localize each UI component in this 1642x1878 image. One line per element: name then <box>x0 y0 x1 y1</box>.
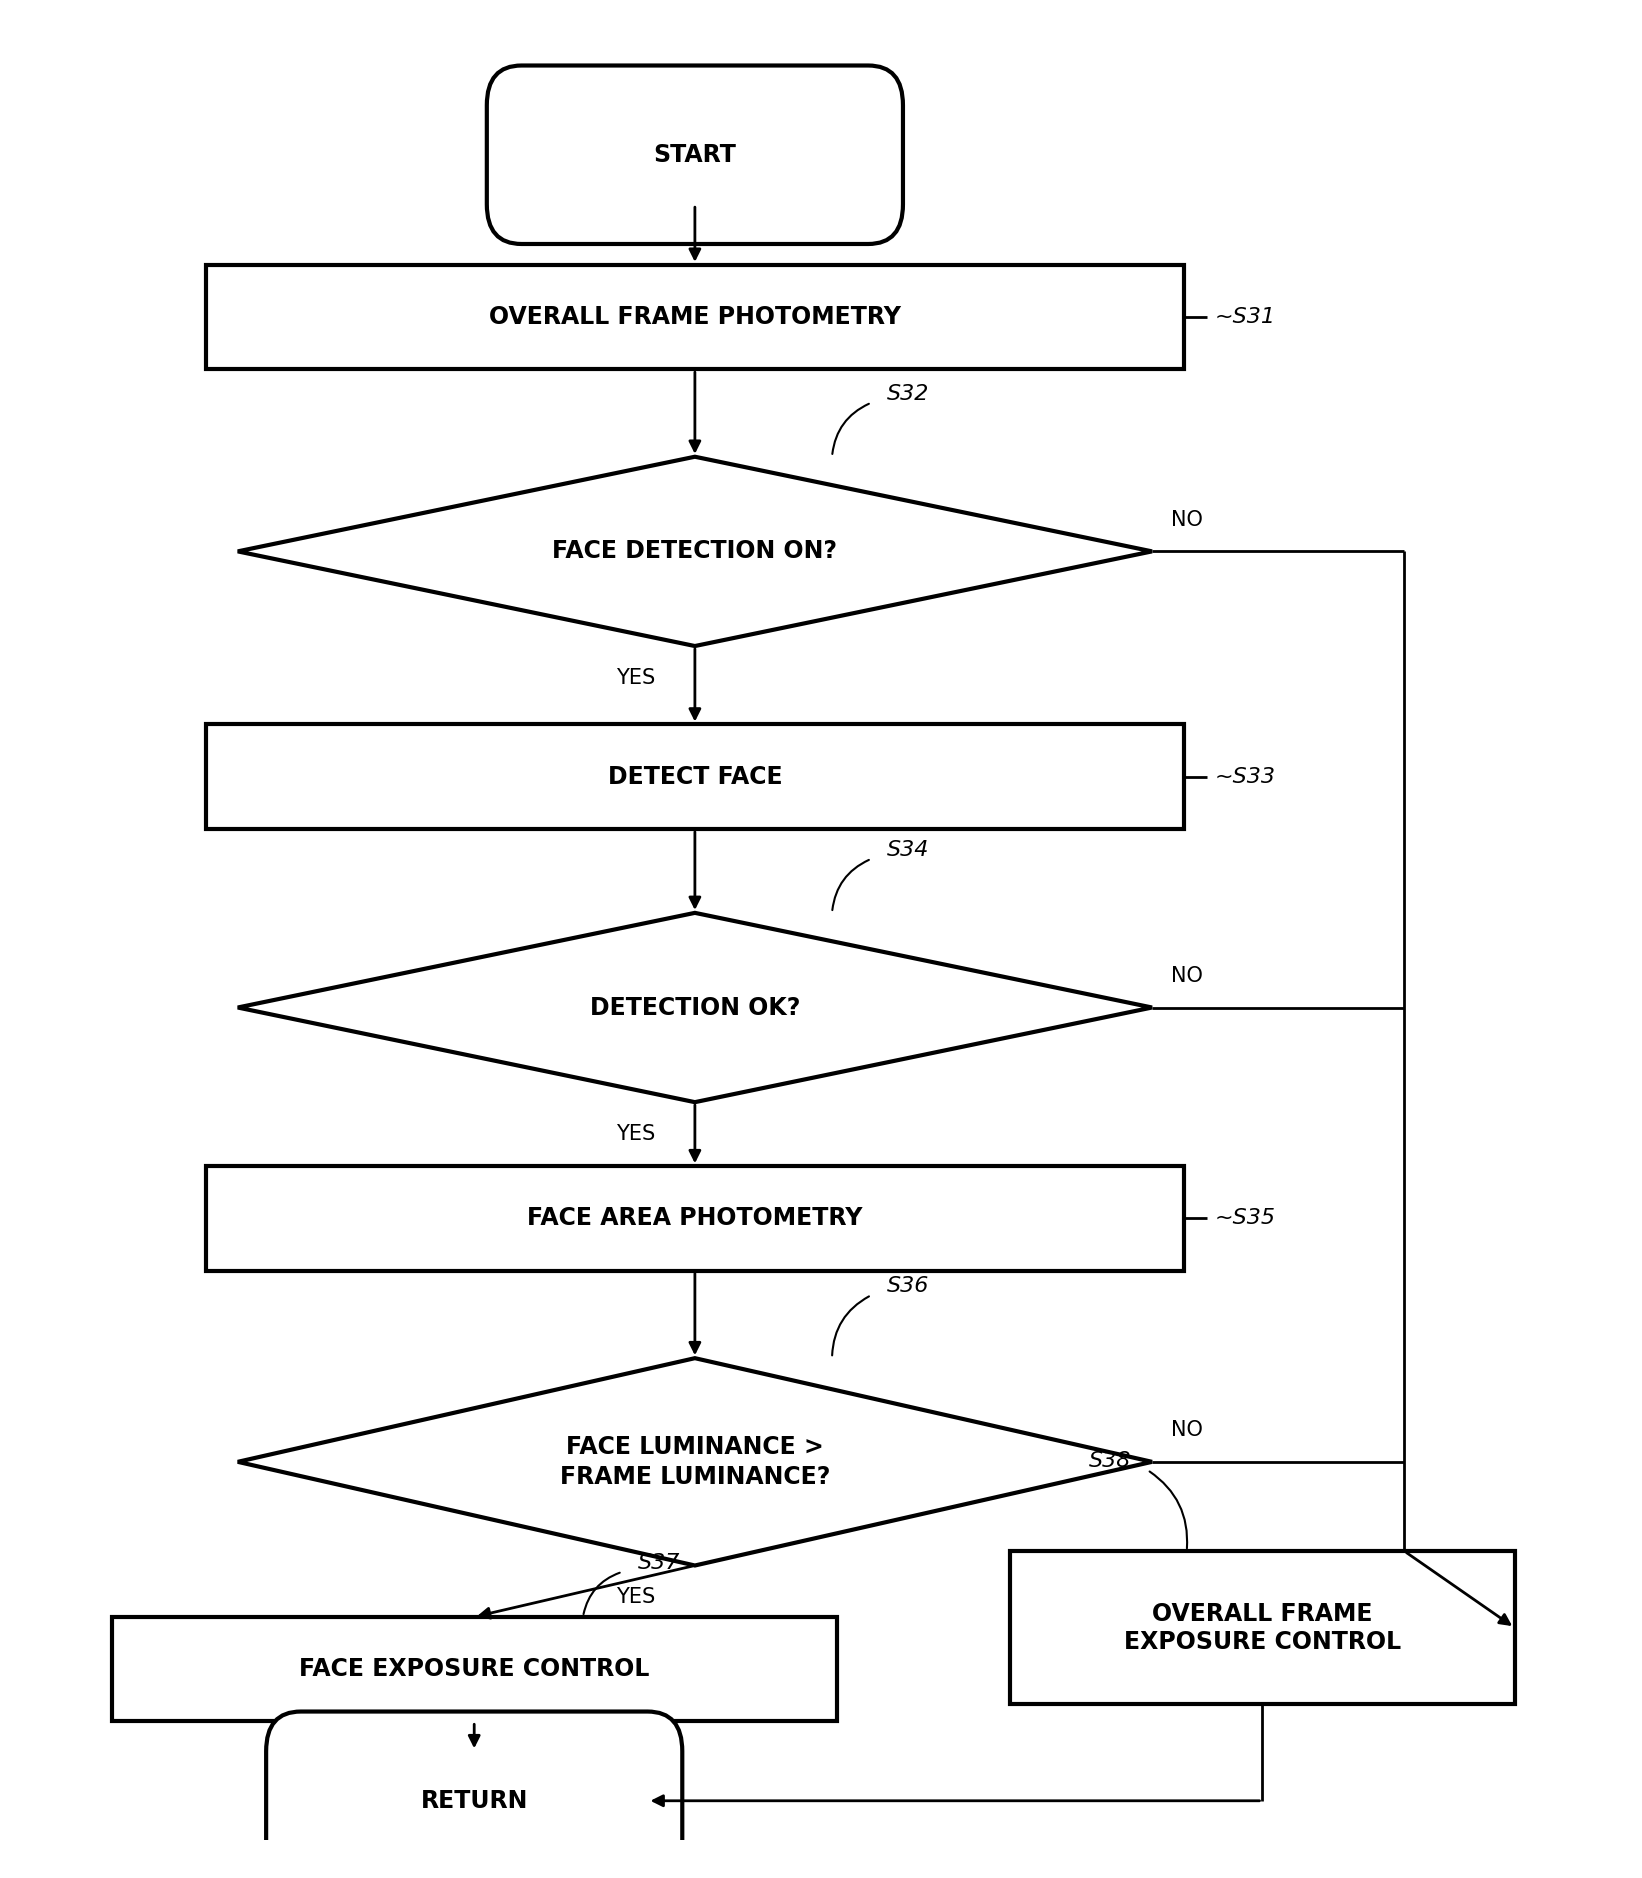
Text: ~S35: ~S35 <box>1215 1208 1276 1228</box>
Bar <box>1010 1551 1514 1705</box>
Text: FACE EXPOSURE CONTROL: FACE EXPOSURE CONTROL <box>299 1656 649 1681</box>
Polygon shape <box>238 913 1153 1102</box>
Text: NO: NO <box>1171 965 1204 986</box>
Text: YES: YES <box>616 1123 655 1144</box>
Text: NO: NO <box>1171 509 1204 530</box>
Text: START: START <box>654 143 736 167</box>
Text: DETECTION OK?: DETECTION OK? <box>589 995 800 1020</box>
Text: NO: NO <box>1171 1420 1204 1440</box>
Text: FACE AREA PHOTOMETRY: FACE AREA PHOTOMETRY <box>527 1206 862 1230</box>
Bar <box>207 265 1184 370</box>
Text: YES: YES <box>616 1587 655 1608</box>
Text: S36: S36 <box>887 1275 929 1296</box>
Polygon shape <box>238 1358 1153 1566</box>
Text: OVERALL FRAME PHOTOMETRY: OVERALL FRAME PHOTOMETRY <box>489 304 901 329</box>
FancyBboxPatch shape <box>486 66 903 244</box>
Text: ~S33: ~S33 <box>1215 766 1276 787</box>
Text: RETURN: RETURN <box>420 1788 527 1812</box>
FancyBboxPatch shape <box>266 1711 683 1878</box>
Text: FACE LUMINANCE >
FRAME LUMINANCE?: FACE LUMINANCE > FRAME LUMINANCE? <box>560 1435 831 1489</box>
Text: OVERALL FRAME
EXPOSURE CONTROL: OVERALL FRAME EXPOSURE CONTROL <box>1123 1602 1401 1655</box>
Text: ~S31: ~S31 <box>1215 306 1276 327</box>
Text: DETECT FACE: DETECT FACE <box>608 764 782 789</box>
Text: S32: S32 <box>887 383 929 404</box>
Bar <box>112 1617 837 1722</box>
Polygon shape <box>238 456 1153 646</box>
Text: S34: S34 <box>887 839 929 860</box>
Text: S37: S37 <box>639 1553 680 1572</box>
Text: S38: S38 <box>1089 1452 1131 1470</box>
Bar <box>207 1166 1184 1271</box>
Text: FACE DETECTION ON?: FACE DETECTION ON? <box>552 539 837 563</box>
Text: YES: YES <box>616 669 655 687</box>
Bar <box>207 725 1184 828</box>
